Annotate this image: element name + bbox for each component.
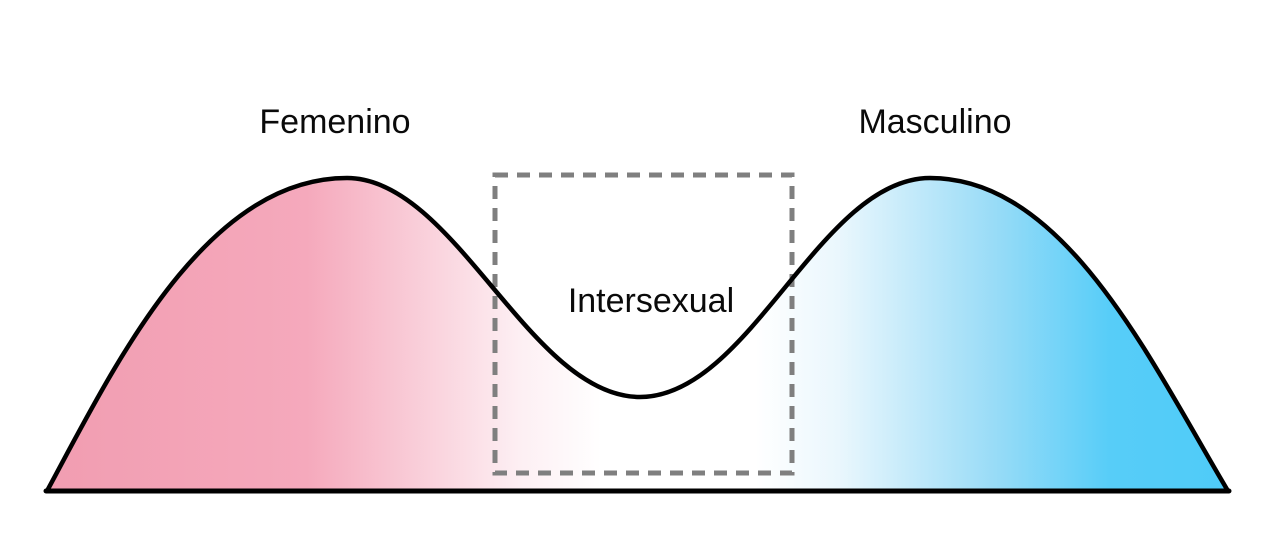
intersex-region-box (492, 172, 795, 476)
intersex-label: Intersexual (568, 282, 734, 320)
male-label: Masculino (858, 103, 1011, 141)
female-label: Femenino (259, 103, 410, 141)
distribution-fill (47, 178, 1228, 491)
distribution-curve (44, 175, 1231, 494)
